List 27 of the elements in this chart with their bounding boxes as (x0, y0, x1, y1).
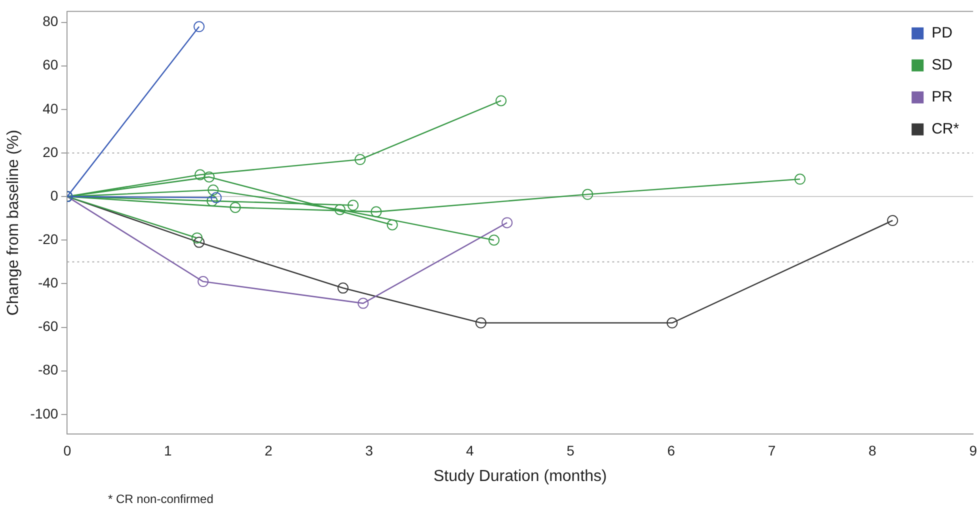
y-tick-label: -60 (38, 318, 58, 334)
y-tick-label: 60 (42, 56, 58, 73)
x-tick-label: 0 (63, 442, 72, 458)
x-tick-label: 4 (466, 442, 474, 458)
y-tick-label: 40 (42, 100, 58, 116)
y-tick-label: -20 (38, 230, 58, 247)
legend-label: PR (932, 88, 953, 106)
x-tick-label: 3 (365, 442, 374, 458)
y-tick-label: 0 (50, 187, 58, 204)
x-tick-label: 9 (969, 442, 978, 458)
x-tick-label: 2 (264, 442, 273, 458)
x-tick-label: 8 (868, 442, 877, 458)
legend-label: PD (932, 24, 953, 42)
x-tick-label: 6 (667, 442, 676, 458)
y-tick-label: 80 (42, 13, 58, 30)
y-axis-title: Change from baseline (%) (5, 130, 22, 316)
x-tick-label: 5 (566, 442, 575, 458)
legend-label: CR* (932, 120, 960, 138)
y-tick-label: -80 (38, 362, 58, 378)
x-axis-title: Study Duration (months) (433, 468, 607, 485)
x-tick-label: 7 (768, 442, 776, 458)
legend-label: SD (932, 56, 953, 74)
y-tick-label: -40 (38, 274, 58, 291)
x-tick-label: 1 (164, 442, 172, 458)
y-tick-label: -100 (30, 405, 58, 422)
text: * CR non-confirmed (108, 492, 214, 506)
y-tick-label: 20 (42, 144, 58, 160)
